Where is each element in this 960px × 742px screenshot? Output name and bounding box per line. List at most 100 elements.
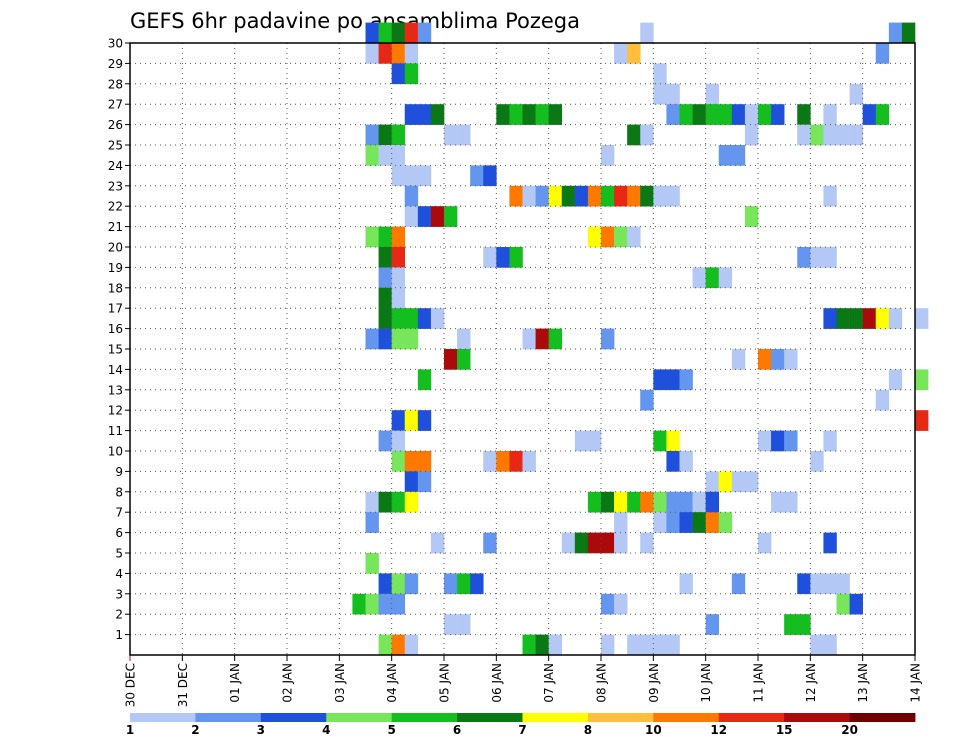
- heatmap-cell: [391, 593, 406, 615]
- heatmap-cell: [653, 430, 667, 452]
- x-tick-label: 05 JAN: [438, 663, 452, 703]
- heatmap-cell: [365, 512, 379, 533]
- heatmap-cell: [587, 491, 602, 513]
- heatmap-cell: [417, 165, 432, 187]
- heatmap-cell: [587, 185, 602, 207]
- heatmap-cell: [862, 308, 877, 329]
- heatmap-cell: [810, 451, 824, 472]
- heatmap-cell: [601, 491, 615, 513]
- y-tick-label: 26: [108, 118, 123, 132]
- heatmap-cell: [457, 614, 471, 635]
- heatmap-cell: [614, 532, 628, 554]
- heatmap-cell: [535, 634, 549, 656]
- heatmap-cell: [417, 308, 432, 329]
- heatmap-cell: [640, 389, 654, 411]
- heatmap-cell: [627, 634, 641, 656]
- heatmap-cell: [771, 349, 785, 370]
- heatmap-cell: [522, 185, 536, 207]
- heatmap-cell: [784, 430, 798, 452]
- heatmap-cell: [823, 430, 837, 452]
- heatmap-cell: [561, 185, 576, 207]
- colorbar-swatch: [784, 713, 850, 722]
- heatmap-cell: [744, 104, 759, 125]
- heatmap-cell: [601, 593, 615, 615]
- heatmap-cell: [391, 226, 406, 248]
- heatmap-cell: [771, 491, 785, 513]
- heatmap-cell: [378, 573, 392, 595]
- heatmap-cell: [679, 104, 693, 125]
- heatmap-cell: [915, 410, 929, 431]
- x-tick-label: 12 JAN: [804, 663, 818, 703]
- heatmap-cell: [731, 145, 746, 166]
- colorbar-label: 20: [841, 723, 858, 737]
- heatmap-cell: [365, 22, 379, 44]
- y-tick-label: 25: [108, 139, 123, 153]
- heatmap-cell: [404, 165, 419, 187]
- colorbar-swatch: [391, 713, 458, 722]
- heatmap-cell: [888, 22, 903, 44]
- colorbar: 1 2 3 4 5 6 7 8 10 12 15 20: [126, 713, 916, 737]
- heatmap-cell: [365, 491, 379, 513]
- heatmap-cell: [640, 185, 654, 207]
- heatmap-cell: [627, 43, 641, 64]
- heatmap-cell: [457, 573, 471, 595]
- heatmap-cell: [614, 491, 628, 513]
- heatmap-cell: [888, 308, 903, 329]
- heatmap-cell: [365, 553, 379, 574]
- heatmap-cell: [587, 430, 602, 452]
- heatmap-cell: [679, 369, 693, 391]
- heatmap-cell: [705, 512, 720, 533]
- heatmap-cell: [404, 410, 419, 431]
- x-tick-label: 11 JAN: [752, 663, 766, 703]
- heatmap-cell: [378, 43, 392, 64]
- heatmap-cell: [365, 593, 379, 615]
- colorbar-swatch: [130, 713, 196, 722]
- heatmap-cell: [522, 328, 536, 350]
- heatmap-cell: [849, 308, 863, 329]
- heatmap-cell: [744, 206, 759, 227]
- heatmap-cell: [627, 124, 641, 146]
- x-tick-label: 09 JAN: [647, 663, 661, 703]
- heatmap-cell: [457, 349, 471, 370]
- heatmap-cell: [823, 573, 837, 595]
- heatmap-cell: [509, 451, 523, 472]
- colorbar-label: 5: [387, 723, 395, 737]
- heatmap-cell: [404, 104, 419, 125]
- heatmap-cell: [692, 104, 706, 125]
- heatmap-cell: [470, 165, 484, 187]
- heatmap-cell: [496, 247, 510, 268]
- heatmap-cell: [823, 185, 837, 207]
- colorbar-swatch: [457, 713, 523, 722]
- heatmap-cell: [548, 634, 563, 656]
- heatmap-cell: [378, 328, 392, 350]
- heatmap-cell: [365, 145, 379, 166]
- heatmap-cell: [679, 491, 693, 513]
- heatmap-cell: [430, 104, 445, 125]
- heatmap-cell: [548, 328, 563, 350]
- heatmap-cell: [457, 124, 471, 146]
- heatmap-cell: [771, 104, 785, 125]
- y-tick-label: 23: [108, 179, 123, 193]
- y-tick-label: 27: [108, 98, 123, 112]
- heatmap-cell: [483, 247, 497, 268]
- heatmap-cell: [509, 247, 523, 268]
- heatmap-cell: [391, 63, 406, 85]
- heatmap-cells: [352, 22, 929, 656]
- y-tick-label: 17: [108, 302, 123, 316]
- heatmap-cell: [378, 491, 392, 513]
- heatmap-cell: [548, 104, 563, 125]
- heatmap-cell: [731, 349, 746, 370]
- heatmap-cell: [601, 634, 615, 656]
- colorbar-label: 2: [191, 723, 199, 737]
- heatmap-cell: [758, 430, 772, 452]
- heatmap-cell: [797, 124, 811, 146]
- y-tick-label: 19: [108, 261, 123, 275]
- heatmap-cell: [784, 491, 798, 513]
- heatmap-cell: [718, 512, 733, 533]
- heatmap-cell: [378, 145, 392, 166]
- heatmap-cell: [404, 328, 419, 350]
- heatmap-cell: [836, 308, 850, 329]
- heatmap-cell: [653, 634, 667, 656]
- heatmap-cell: [640, 532, 654, 554]
